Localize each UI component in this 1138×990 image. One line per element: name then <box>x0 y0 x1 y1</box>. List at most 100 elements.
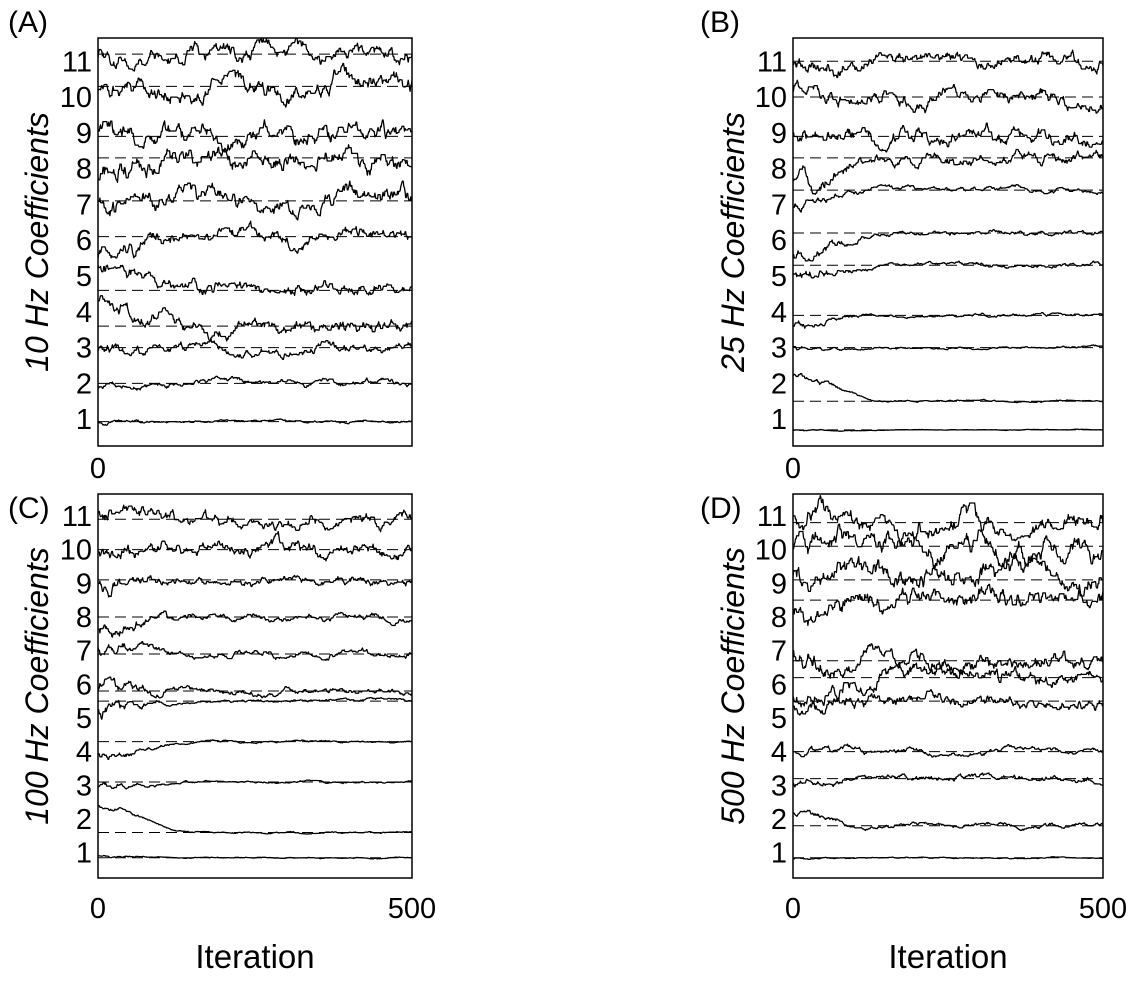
y-axis-label: 25 Hz Coefficients <box>715 112 751 373</box>
trace-coefficient-11 <box>98 504 412 533</box>
x-tick-label: 500 <box>388 893 436 925</box>
x-tick-label: 0 <box>90 893 106 925</box>
trace-coefficient-5 <box>793 260 1103 279</box>
x-tick-label: 0 <box>785 893 801 925</box>
trace-coefficient-4 <box>98 295 412 342</box>
y-tick-label: 9 <box>76 568 92 600</box>
y-axis-label: 10 Hz Coefficients <box>19 112 55 372</box>
plot-area <box>793 49 1103 432</box>
trace-coefficient-1 <box>98 418 412 426</box>
x-axis-label: Iteration <box>888 938 1007 975</box>
y-tick-label: 10 <box>60 82 92 114</box>
y-tick-label: 5 <box>76 703 92 735</box>
x-axis-label: Iteration <box>195 938 314 975</box>
trace-coefficient-9 <box>793 122 1103 153</box>
y-tick-label: 10 <box>755 82 787 114</box>
y-tick-label: 1 <box>771 838 787 870</box>
y-tick-label: 3 <box>771 770 787 802</box>
trace-coefficient-5 <box>98 696 412 720</box>
trace-coefficient-10 <box>98 62 412 108</box>
trace-coefficient-5 <box>98 264 412 297</box>
trace-coefficient-5 <box>793 689 1103 716</box>
y-tick-label: 8 <box>76 602 92 634</box>
trace-coefficient-2 <box>98 804 412 835</box>
y-tick-label: 9 <box>76 118 92 150</box>
y-tick-label: 4 <box>76 297 92 329</box>
y-tick-label: 10 <box>60 535 92 567</box>
trace-coefficient-6 <box>793 228 1103 262</box>
y-tick-label: 11 <box>62 46 92 78</box>
y-tick-label: 10 <box>755 535 787 567</box>
y-tick-label: 5 <box>771 261 787 293</box>
y-tick-label: 6 <box>76 669 92 701</box>
x-tick-label: 0 <box>785 453 801 485</box>
trace-coefficient-8 <box>98 144 412 183</box>
y-tick-label: 5 <box>771 703 787 735</box>
panel-label: (B) <box>700 6 740 39</box>
trace-coefficient-8 <box>793 148 1103 195</box>
y-axis-label: 100 Hz Coefficients <box>19 547 55 824</box>
axes-frame <box>792 37 1104 447</box>
y-tick-label: 11 <box>62 501 92 533</box>
axes-frame <box>792 493 1104 879</box>
x-tick-label: 0 <box>90 453 106 485</box>
y-tick-label: 7 <box>771 636 787 668</box>
trace-coefficient-7 <box>98 641 412 661</box>
y-tick-label: 3 <box>771 333 787 365</box>
y-tick-label: 8 <box>76 154 92 186</box>
y-tick-label: 2 <box>771 804 787 836</box>
trace-coefficient-4 <box>98 739 412 760</box>
trace-coefficient-9 <box>98 119 412 152</box>
trace-coefficient-9 <box>793 553 1103 597</box>
axes-frame <box>97 493 413 879</box>
y-tick-label: 3 <box>76 770 92 802</box>
panels-group: (A)10 Hz Coefficients12345678910110(B)25… <box>8 6 1127 975</box>
trace-coefficient-2 <box>793 373 1103 404</box>
trace-coefficient-2 <box>98 375 412 391</box>
trace-coefficient-1 <box>98 854 412 860</box>
y-tick-label: 8 <box>771 602 787 634</box>
trace-coefficient-10 <box>98 530 412 562</box>
trace-coefficient-8 <box>98 610 412 638</box>
plot-area <box>793 494 1103 860</box>
y-tick-label: 8 <box>771 154 787 186</box>
y-axis-label: 500 Hz Coefficients <box>715 547 751 824</box>
y-tick-label: 7 <box>76 636 92 668</box>
plot-area <box>98 504 412 860</box>
y-tick-label: 2 <box>771 368 787 400</box>
y-tick-label: 1 <box>76 838 92 870</box>
trace-coefficient-10 <box>793 523 1103 570</box>
y-tick-label: 7 <box>76 189 92 221</box>
trace-coefficient-7 <box>793 643 1103 679</box>
y-tick-label: 4 <box>771 297 787 329</box>
trace-coefficient-2 <box>793 809 1103 832</box>
y-tick-label: 7 <box>771 189 787 221</box>
panel-label: (C) <box>8 492 50 525</box>
y-tick-label: 9 <box>771 568 787 600</box>
trace-coefficient-11 <box>793 494 1103 545</box>
trace-coefficient-3 <box>98 338 412 361</box>
y-tick-label: 2 <box>76 804 92 836</box>
y-tick-label: 9 <box>771 118 787 150</box>
trace-coefficient-3 <box>793 344 1103 352</box>
trace-coefficient-4 <box>793 743 1103 758</box>
trace-coefficient-1 <box>793 856 1103 860</box>
panel-label: (D) <box>700 492 742 525</box>
y-tick-label: 1 <box>76 404 92 436</box>
trace-coefficient-10 <box>793 79 1103 114</box>
y-tick-label: 6 <box>76 225 92 257</box>
panel-label: (A) <box>8 6 48 39</box>
trace-coefficient-4 <box>793 312 1103 329</box>
x-tick-label: 500 <box>1079 893 1127 925</box>
y-tick-label: 3 <box>76 333 92 365</box>
trace-coefficient-7 <box>98 180 412 221</box>
y-tick-label: 5 <box>76 261 92 293</box>
trace-coefficient-9 <box>98 574 412 598</box>
y-tick-label: 4 <box>771 737 787 769</box>
y-tick-label: 4 <box>76 737 92 769</box>
trace-coefficient-11 <box>98 38 412 72</box>
